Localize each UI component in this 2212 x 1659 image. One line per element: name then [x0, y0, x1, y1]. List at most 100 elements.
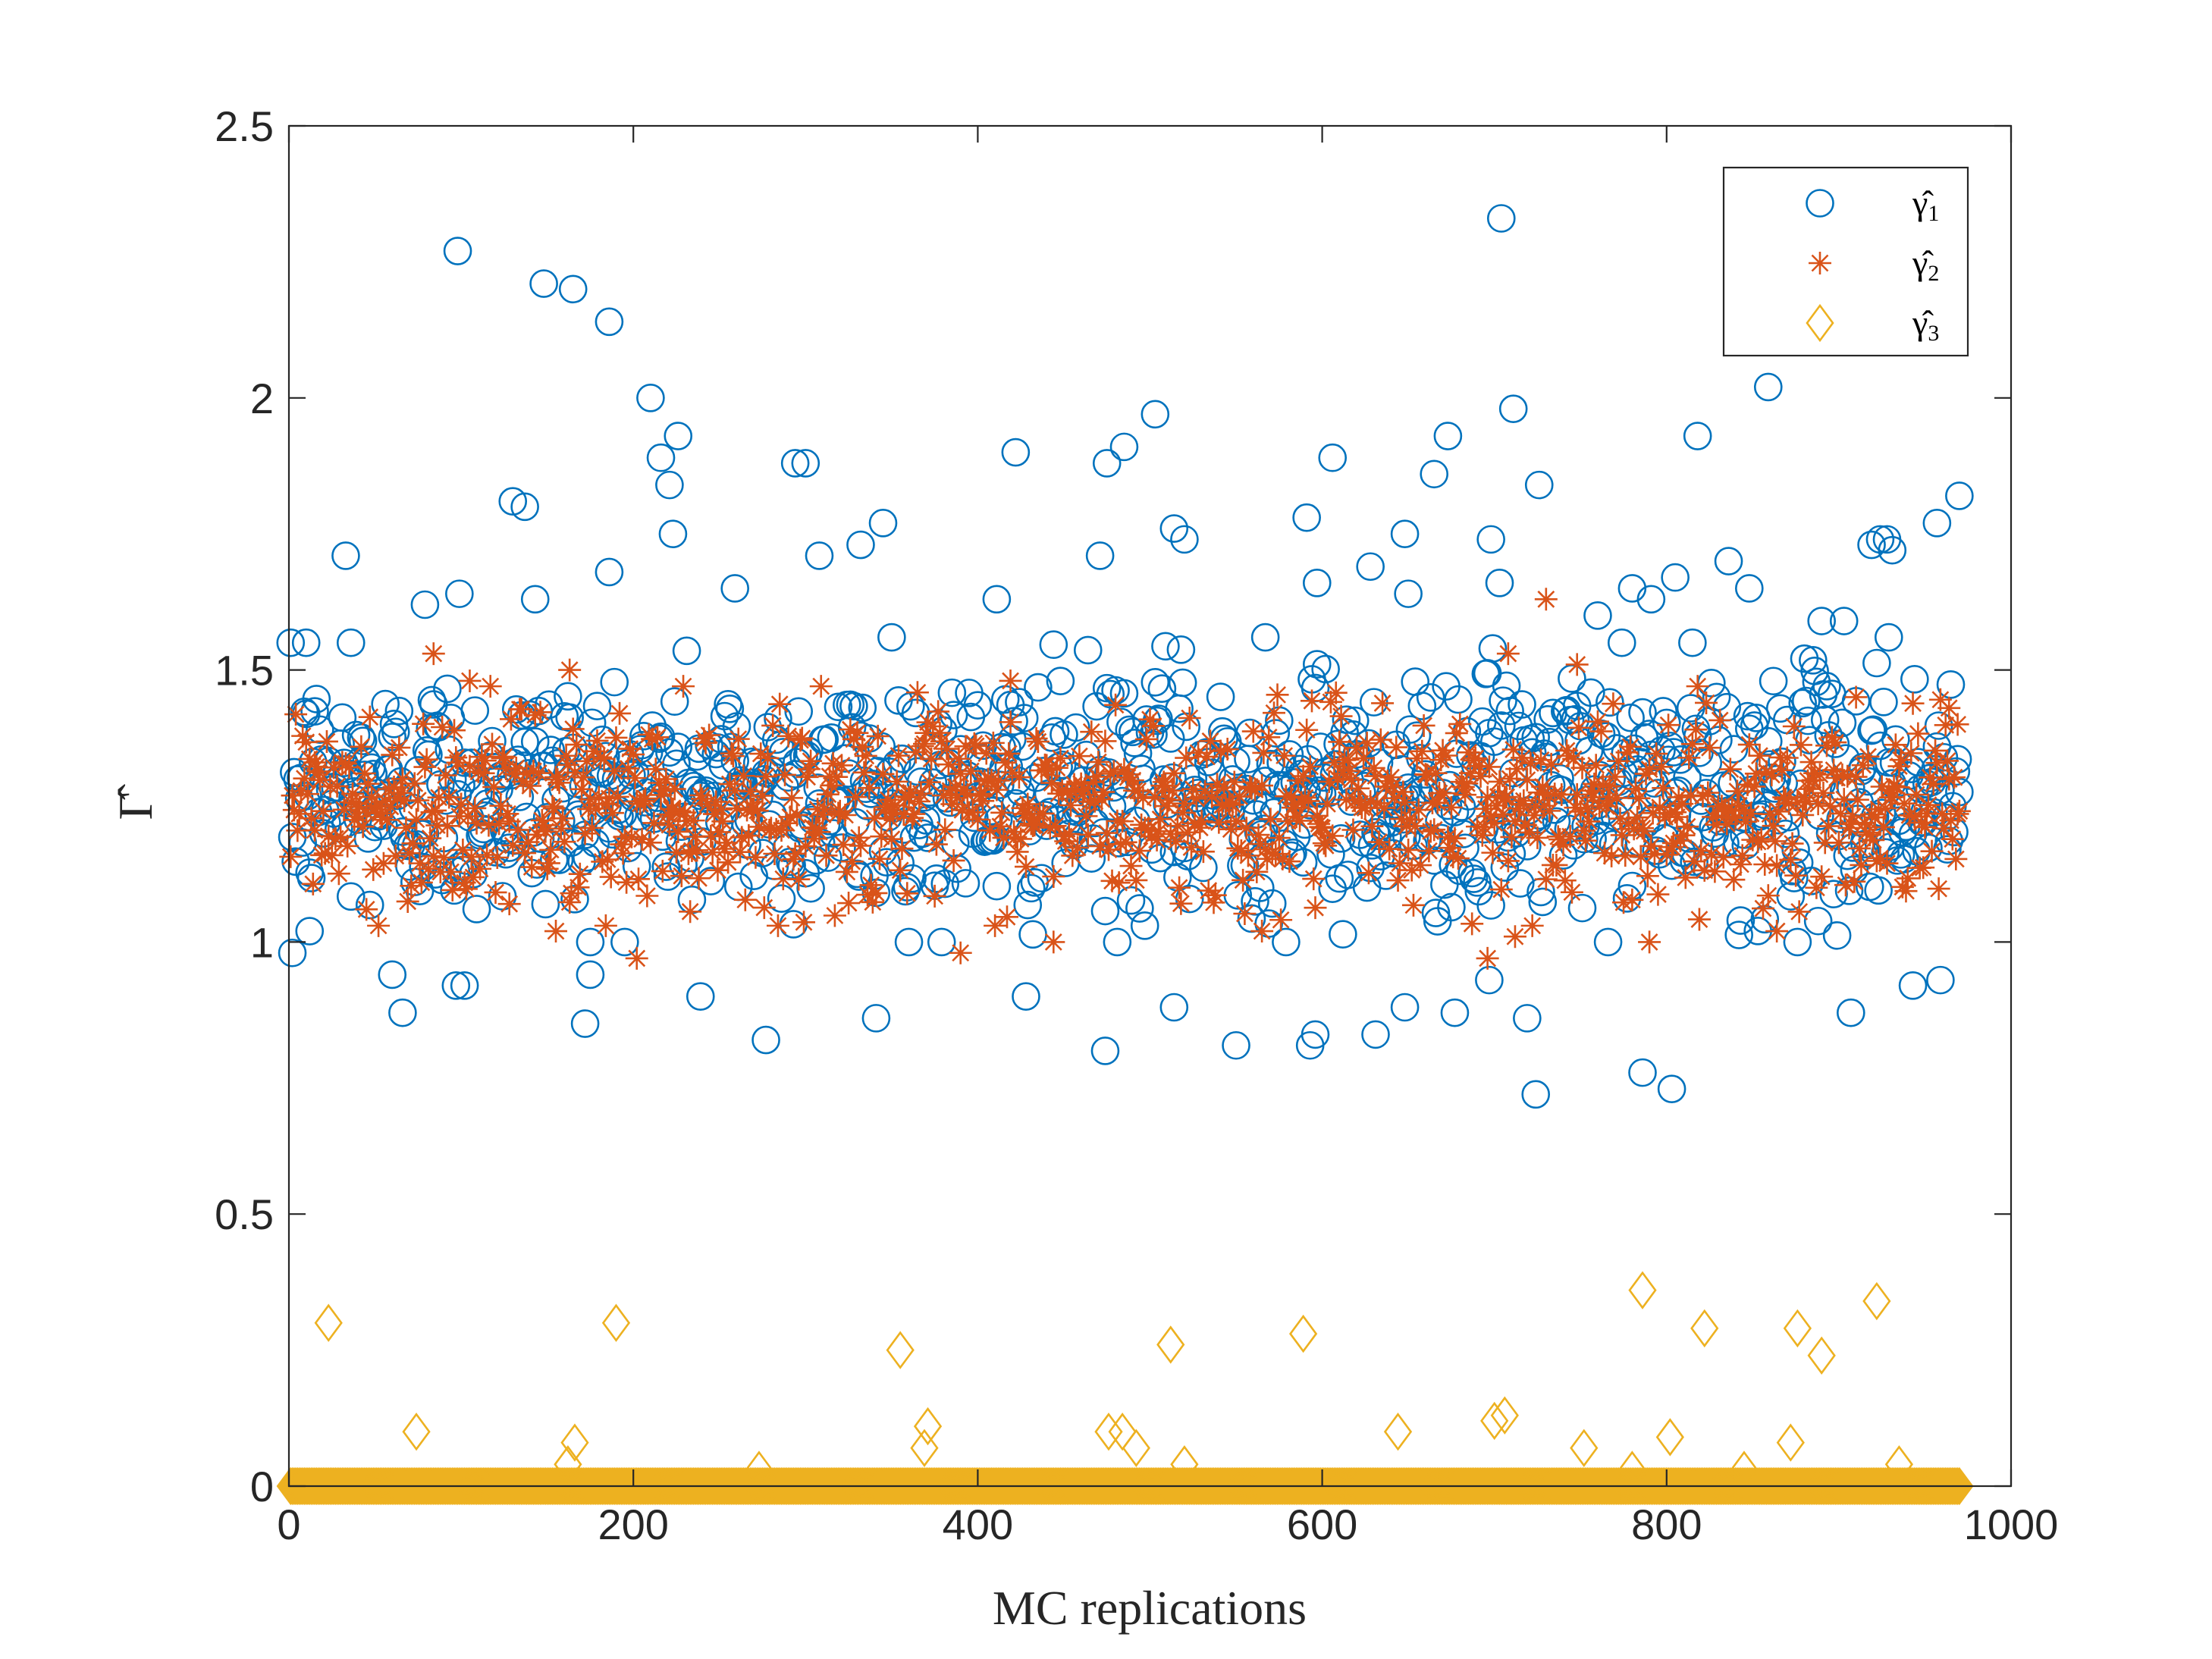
data-point-series-2 — [610, 833, 633, 856]
data-point-series-2 — [847, 826, 871, 849]
data-point-series-1 — [1799, 646, 1828, 675]
data-point-series-2 — [1080, 720, 1103, 744]
data-point-series-2 — [1531, 775, 1555, 798]
data-point-series-1 — [1001, 437, 1031, 467]
data-point-series-3 — [1807, 1336, 1836, 1375]
data-point-series-2 — [1198, 729, 1222, 753]
data-point-series-2 — [1088, 834, 1112, 858]
data-point-series-1 — [780, 449, 810, 478]
data-point-series-2 — [598, 786, 621, 810]
data-point-series-2 — [704, 790, 728, 814]
data-point-series-2 — [890, 837, 914, 861]
data-point-series-2 — [673, 801, 697, 824]
data-point-series-3 — [314, 1303, 343, 1342]
data-point-series-2 — [1775, 746, 1799, 770]
axes-box — [287, 124, 2013, 1488]
data-point-series-3 — [1480, 1401, 1509, 1441]
data-point-series-2 — [1461, 912, 1484, 936]
data-point-series-2 — [1304, 896, 1327, 920]
data-point-series-2 — [353, 762, 376, 786]
data-point-series-1 — [1151, 632, 1180, 661]
data-point-series-2 — [1447, 847, 1470, 870]
data-point-series-2 — [1228, 785, 1251, 808]
data-point-series-1 — [686, 781, 715, 811]
data-point-series-2 — [535, 857, 559, 880]
data-point-series-2 — [1149, 808, 1172, 831]
data-point-series-2 — [1676, 815, 1699, 839]
data-point-series-1 — [1272, 927, 1301, 957]
data-point-series-2 — [1763, 830, 1787, 853]
data-point-series-3 — [1884, 1445, 1914, 1484]
data-point-series-2 — [768, 692, 792, 716]
data-point-series-2 — [294, 730, 318, 754]
data-point-series-2 — [886, 744, 910, 767]
data-point-series-2 — [802, 827, 826, 851]
data-point-series-2 — [870, 825, 893, 848]
data-point-series-2 — [1206, 773, 1229, 796]
data-point-series-2 — [1584, 754, 1608, 777]
data-point-series-3 — [1929, 1466, 1959, 1506]
data-point-series-2 — [1526, 826, 1549, 849]
data-point-series-2 — [542, 797, 566, 820]
data-point-series-1 — [1194, 748, 1223, 776]
data-point-series-2 — [367, 914, 391, 937]
data-point-series-2 — [787, 867, 811, 891]
data-point-series-2 — [1362, 756, 1385, 779]
data-point-series-2 — [1266, 683, 1289, 707]
data-point-series-2 — [1839, 812, 1862, 836]
data-point-series-2 — [1169, 892, 1193, 915]
data-point-series-2 — [1264, 842, 1288, 866]
data-point-series-2 — [988, 814, 1012, 838]
data-point-series-2 — [821, 751, 845, 775]
data-point-series-2 — [1310, 816, 1334, 839]
data-point-series-3 — [1936, 1466, 1966, 1506]
data-point-series-2 — [453, 871, 476, 895]
data-point-series-2 — [1426, 791, 1449, 814]
data-point-series-2 — [645, 726, 669, 749]
data-point-series-1 — [951, 869, 980, 898]
data-point-series-2 — [1052, 825, 1075, 848]
y-tick-label: 0.5 — [215, 1190, 274, 1238]
data-point-series-1 — [1141, 400, 1170, 429]
data-point-series-2 — [1171, 801, 1194, 824]
data-point-series-2 — [714, 831, 738, 855]
data-point-series-2 — [1038, 816, 1062, 839]
data-point-series-2 — [1810, 865, 1834, 889]
data-point-series-2 — [1781, 832, 1804, 855]
data-point-series-2 — [1784, 864, 1808, 887]
data-point-series-1 — [605, 801, 634, 831]
data-point-series-2 — [1875, 851, 1899, 875]
data-point-series-2 — [416, 857, 440, 880]
data-point-series-2 — [1393, 791, 1417, 814]
data-point-series-1 — [1073, 635, 1103, 665]
data-point-series-2 — [1216, 738, 1239, 761]
data-point-series-2 — [305, 755, 328, 779]
data-point-series-1 — [1864, 876, 1893, 905]
data-point-series-1 — [1945, 481, 1974, 510]
data-point-series-2 — [480, 732, 504, 756]
data-point-series-2 — [1345, 736, 1369, 760]
data-point-series-2 — [1919, 766, 1942, 789]
data-point-series-1 — [655, 470, 684, 500]
legend-box — [1722, 166, 1969, 357]
data-point-series-2 — [1152, 770, 1175, 794]
data-point-series-2 — [1696, 781, 1720, 804]
data-point-series-1 — [627, 730, 657, 760]
data-point-series-1 — [384, 696, 414, 726]
data-point-series-2 — [733, 888, 757, 911]
data-point-series-2 — [504, 756, 528, 779]
data-point-series-2 — [1576, 797, 1599, 820]
data-point-series-2 — [515, 761, 538, 785]
data-point-series-2 — [620, 825, 643, 848]
data-point-series-2 — [1791, 803, 1815, 826]
data-point-series-2 — [1057, 822, 1081, 845]
x-axis-title: MC replications — [993, 1581, 1307, 1635]
data-point-series-1 — [336, 628, 366, 657]
data-point-series-3 — [1617, 1450, 1646, 1489]
data-point-series-1 — [658, 519, 688, 549]
data-point-series-3 — [1094, 1413, 1123, 1451]
data-point-series-2 — [1770, 758, 1793, 782]
data-point-series-2 — [1263, 701, 1286, 725]
data-point-series-2 — [360, 786, 384, 809]
data-point-series-1 — [982, 871, 1012, 901]
